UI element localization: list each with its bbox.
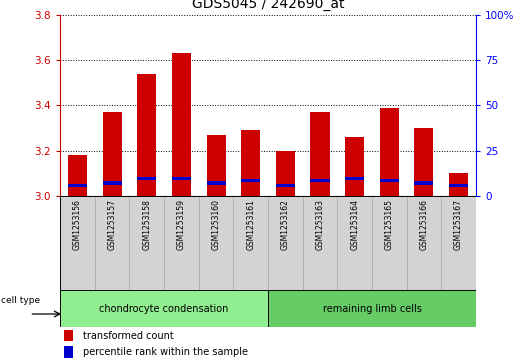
Text: chondrocyte condensation: chondrocyte condensation [99,303,229,314]
Bar [303,196,337,290]
Bar [241,179,260,183]
Bar [449,174,468,196]
Bar [64,330,73,341]
Bar [60,290,268,327]
Bar [276,151,295,196]
Bar [337,196,372,290]
Text: GSM1253160: GSM1253160 [212,199,221,250]
Bar [172,53,191,196]
Text: percentile rank within the sample: percentile rank within the sample [83,347,248,357]
Bar [449,184,468,187]
Bar [95,196,129,290]
Text: transformed count: transformed count [83,331,174,340]
Text: GSM1253165: GSM1253165 [385,199,394,250]
Bar [268,196,303,290]
Text: remaining limb cells: remaining limb cells [323,303,422,314]
Text: GSM1253164: GSM1253164 [350,199,359,250]
Bar [172,177,191,180]
Bar [137,74,156,196]
Text: cell type: cell type [1,296,40,305]
Bar [64,346,73,358]
Bar [311,112,329,196]
Bar [380,107,399,196]
Bar [414,181,434,185]
Bar [241,130,260,196]
Bar [60,196,95,290]
Bar [103,181,122,185]
Text: GSM1253157: GSM1253157 [108,199,117,250]
Text: GSM1253163: GSM1253163 [315,199,324,250]
Bar [380,179,399,183]
Bar [207,135,225,196]
Bar [137,177,156,180]
Bar [68,155,87,196]
Bar [207,181,225,185]
Bar [414,128,434,196]
Text: GSM1253156: GSM1253156 [73,199,82,250]
Bar [164,196,199,290]
Bar [276,184,295,187]
Bar [407,196,441,290]
Text: GSM1253166: GSM1253166 [419,199,428,250]
Text: GSM1253158: GSM1253158 [142,199,151,250]
Bar [311,179,329,183]
Bar [129,196,164,290]
Bar [68,184,87,187]
Text: GSM1253167: GSM1253167 [454,199,463,250]
Bar [345,137,364,196]
Bar [199,196,233,290]
Text: GSM1253159: GSM1253159 [177,199,186,250]
Bar [345,177,364,180]
Bar [268,290,476,327]
Bar [441,196,476,290]
Bar [103,112,122,196]
Bar [372,196,407,290]
Text: GSM1253161: GSM1253161 [246,199,255,250]
Bar [233,196,268,290]
Text: GSM1253162: GSM1253162 [281,199,290,250]
Title: GDS5045 / 242690_at: GDS5045 / 242690_at [192,0,344,11]
